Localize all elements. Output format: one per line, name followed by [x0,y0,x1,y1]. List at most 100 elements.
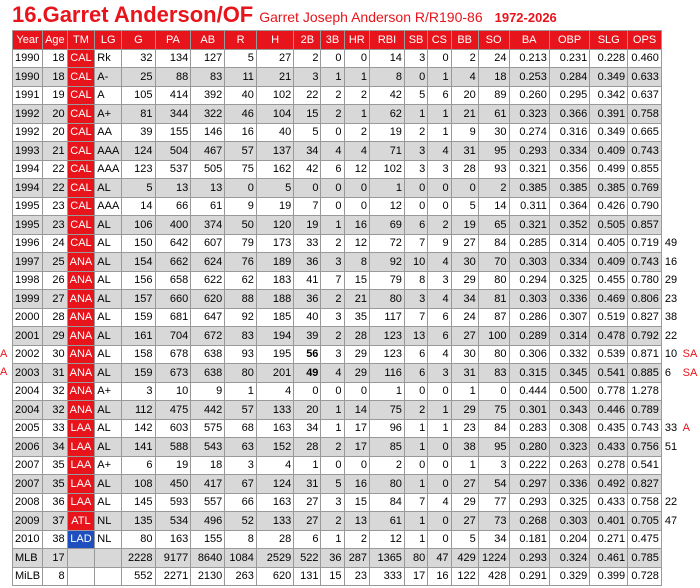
cell: 2 [293,48,322,68]
cell: 25 [42,252,68,272]
cell: 2 [343,122,371,142]
cell: 85 [369,437,405,457]
cell: 0 [403,196,429,216]
cell: 0.539 [589,344,629,364]
cell: 2 [320,104,345,124]
row: 1994 22 CAL AL 5 13 13 0 5 0 0 0 1 0 0 0 2 0.385 0.385 0.38… [11,178,700,198]
cell: 0 [427,474,452,494]
cell: 137 [255,141,295,161]
cell: 6 [403,344,429,364]
cell: 5 [320,474,345,494]
cell: 20 [42,104,68,124]
cell: 34 [477,529,510,549]
cell: 0.222 [508,455,550,475]
cell: NL [94,529,123,549]
row: 1992 20 CAL A+ 81 344 322 46 104 15 2 1 62 1 1 21 61 0.32… [11,104,700,124]
cell: 2 [320,289,345,309]
cell: 0.334 [548,252,591,272]
note: 22 [664,329,678,342]
cell: 0.769 [627,178,662,198]
cell: 0.409 [589,141,629,161]
cell: 49 [293,363,322,383]
cell: 80 [477,270,510,290]
cell: 36 [42,492,68,512]
cell: 6 [293,529,322,549]
cell: 9 [427,233,452,253]
cell: 80 [369,289,405,309]
cell: 638 [190,344,226,364]
cell: 16 [224,122,257,142]
column-header: Year [11,30,44,50]
cell: 0.789 [627,400,662,420]
cell: AL [94,289,123,309]
cell: 8 [343,252,371,272]
cell: 18 [190,455,226,475]
cell: 14 [121,196,156,216]
cell: 80 [224,363,257,383]
cell: 2003 [11,363,44,383]
cell: 161 [121,326,156,346]
cell: 0.284 [548,67,591,87]
cell: 0.499 [589,159,629,179]
cell: 0.311 [508,196,550,216]
cell: 156 [121,270,156,290]
cell: 1 [320,215,345,235]
cell: AL [94,270,123,290]
cell: 0.705 [627,511,662,531]
cell: CAL [66,85,96,105]
cell: 0.469 [589,289,629,309]
cell: 0.321 [508,215,550,235]
cell: AL [94,400,123,420]
cell: 33 [42,418,68,438]
cell: 72 [369,233,405,253]
cell: 543 [190,437,226,457]
cell: 102 [369,159,405,179]
cell: 0.460 [627,48,662,68]
cell: 1995 [11,196,44,216]
cell: 607 [190,233,226,253]
row: 2004 32 ANA A+ 3 10 9 1 4 0 0 0 1 0 0 1 0 0.444 0.500 0.778… [11,381,700,401]
cell: 15 [343,492,371,512]
cell: AL [94,418,123,438]
cell: 135 [121,511,156,531]
cell: 24 [42,233,68,253]
column-header: 3B [320,30,345,50]
cell: 1.278 [627,381,662,401]
cell: 0.263 [548,455,591,475]
note: SA [682,366,698,379]
note: 49 [664,237,678,250]
cell: 16 [427,566,452,586]
cell: 429 [450,548,479,568]
cell: 2529 [255,548,295,568]
cell: 8 [42,566,68,586]
cell: 0 [477,381,510,401]
cell: 80 [369,474,405,494]
cell: 54 [477,474,510,494]
cell: 704 [154,326,192,346]
cell: 2000 [11,307,44,327]
cell: MiLB [11,566,44,586]
cell: 142 [121,418,156,438]
cell: 15 [320,566,345,586]
cell: 1 [369,178,405,198]
cell: 662 [154,252,192,272]
cell: 1224 [477,548,510,568]
cell: 71 [369,141,405,161]
cell: AL [94,474,123,494]
cell: 73 [477,511,510,531]
row: 1994 22 CAL AAA 123 537 505 75 162 42 6 12 102 3 3 28 93… [11,159,700,179]
cell: 1 [343,104,371,124]
column-header: SB [403,30,429,50]
cell: 50 [224,215,257,235]
cell: 19 [255,196,295,216]
cell: 25 [121,67,156,87]
cell: 28 [450,159,479,179]
cell: 21 [42,141,68,161]
cell: 3 [403,159,429,179]
cell: 0.293 [508,492,550,512]
cell: 92 [224,307,257,327]
cell: AL [94,233,123,253]
column-header: Age [42,30,68,50]
cell: 1 [403,474,429,494]
row: 1991 19 CAL A 105 414 392 40 102 22 2 2 42 5 6 20 89 0.26… [11,85,700,105]
